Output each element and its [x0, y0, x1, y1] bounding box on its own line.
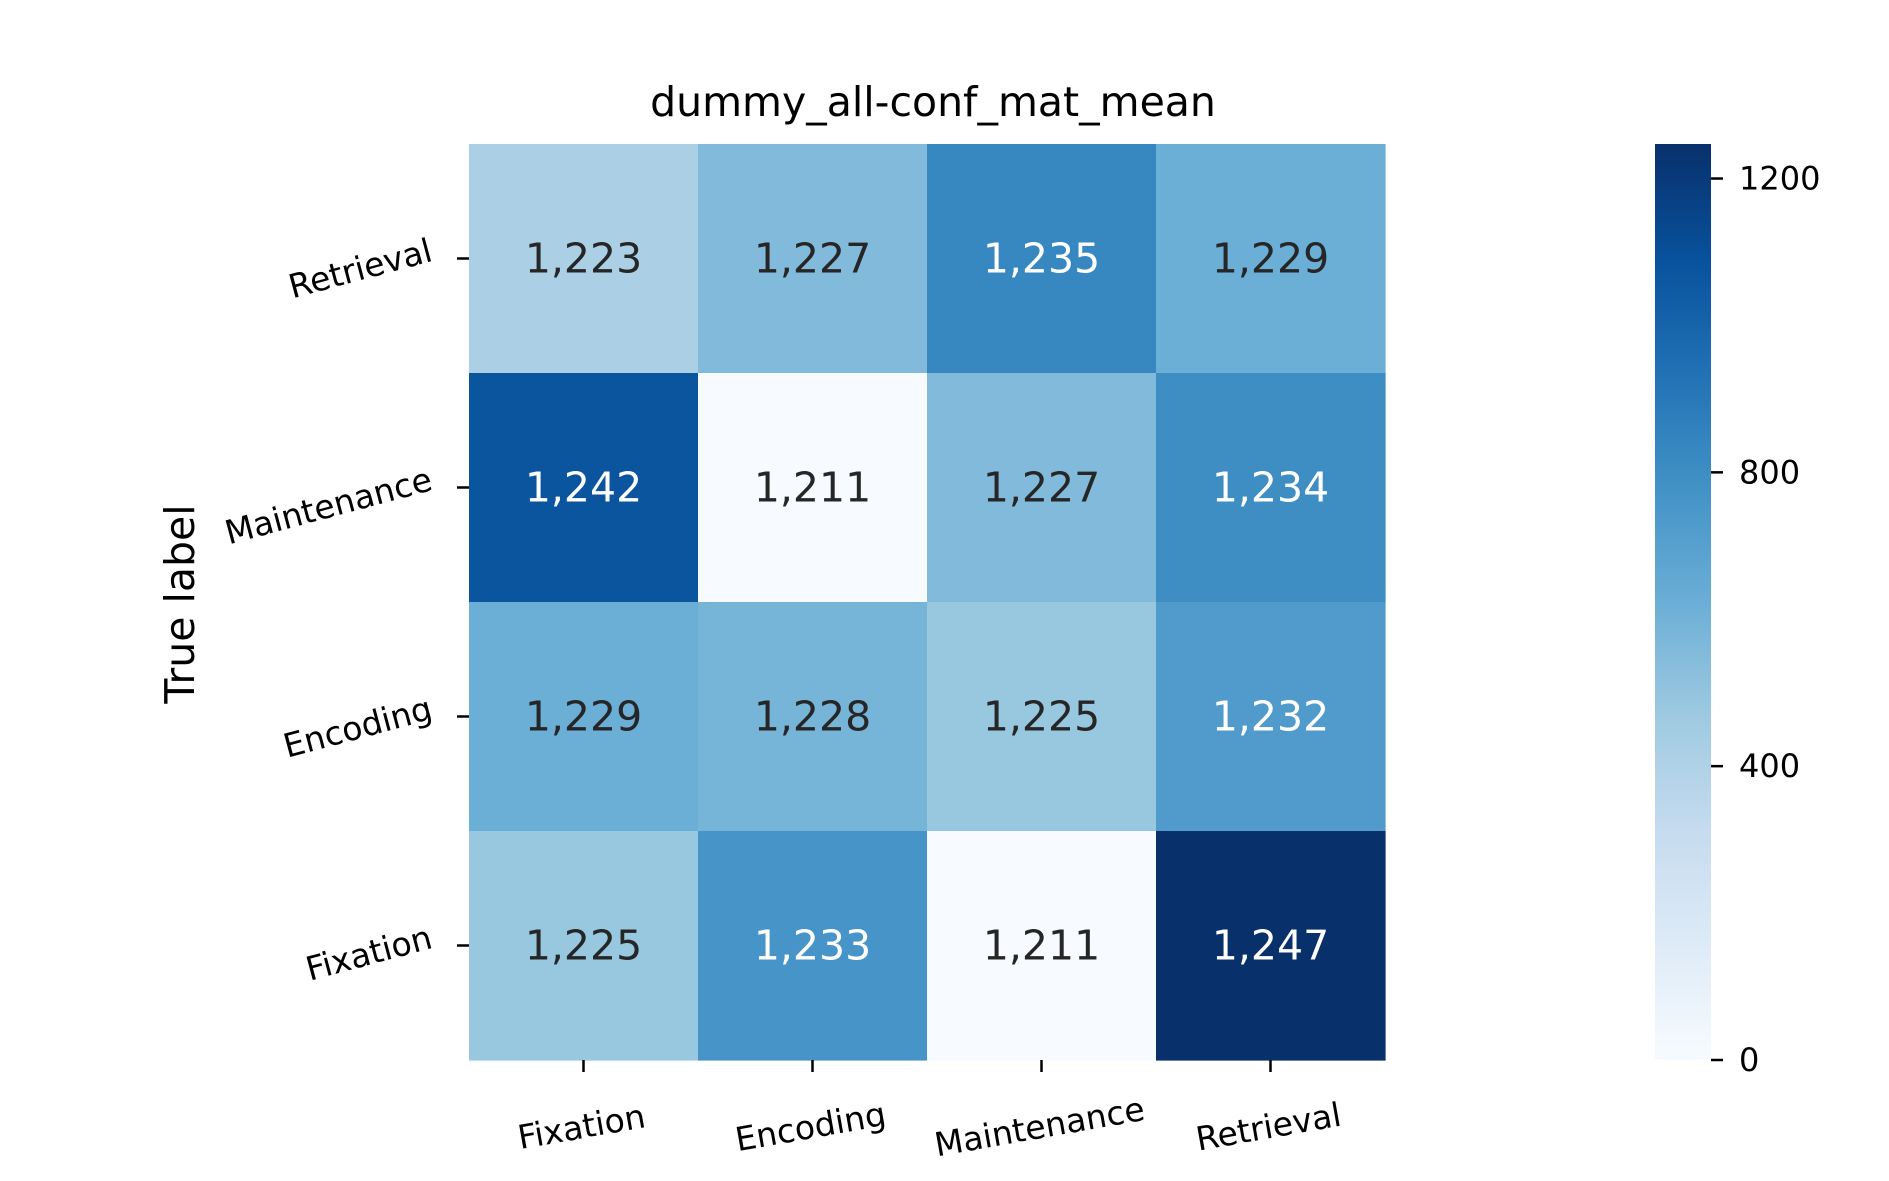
heatmap-cell-label: 1,225: [983, 693, 1100, 741]
heatmap-cell: [469, 373, 699, 603]
heatmap-cell: [469, 144, 699, 374]
y-axis: Retrieval Maintenance Encoding Fixation: [221, 231, 469, 989]
y-axis-tick-label: Fixation: [302, 918, 436, 989]
heatmap-cell: [1156, 373, 1386, 603]
heatmap-cell-labels: 1,223 1,227 1,235 1,229 1,242 1,211 1,227 1,234…: [525, 235, 1329, 970]
heatmap-cell-label: 1,227: [754, 235, 871, 283]
heatmap-cell: [698, 373, 928, 603]
x-axis-tick-label: Retrieval: [1193, 1095, 1344, 1159]
heatmap-cell: [469, 602, 699, 832]
heatmap-cell: [1156, 602, 1386, 832]
heatmap-cell-label: 1,229: [1212, 235, 1329, 283]
x-axis-tick-label: Fixation: [515, 1096, 649, 1157]
heatmap-cell: [927, 831, 1157, 1061]
heatmap-cell-label: 1,223: [525, 235, 642, 283]
colorbar-gradient: [1655, 144, 1711, 1060]
heatmap-cell-label: 1,228: [754, 693, 871, 741]
heatmap-cell-label: 1,233: [754, 922, 871, 970]
heatmap-cell: [698, 831, 928, 1061]
heatmap-cell-label: 1,229: [525, 693, 642, 741]
x-axis-tick-label: Encoding: [732, 1094, 889, 1159]
heatmap-cell-label: 1,211: [983, 922, 1100, 970]
y-axis-tick-label: Encoding: [279, 689, 436, 766]
colorbar-tick-label: 800: [1739, 453, 1800, 491]
heatmap-cell-label: 1,234: [1212, 464, 1329, 512]
heatmap-cell-label: 1,225: [525, 922, 642, 970]
heatmap-cell-label: 1,227: [983, 464, 1100, 512]
y-axis-tick-label: Maintenance: [221, 460, 436, 553]
heatmap-cell: [698, 602, 928, 832]
colorbar: 0 400 800 1200: [1655, 144, 1820, 1079]
colorbar-tick-label: 1200: [1739, 160, 1820, 198]
heatmap-cell: [1156, 831, 1386, 1061]
heatmap-cell-label: 1,211: [754, 464, 871, 512]
chart-title: dummy_all-conf_mat_mean: [650, 78, 1216, 126]
heatmap-cell-label: 1,247: [1212, 922, 1329, 970]
x-axis-tick-label: Maintenance: [931, 1089, 1147, 1164]
heatmap-cell: [927, 602, 1157, 832]
heatmap-cell-label: 1,235: [983, 235, 1100, 283]
heatmap-cell: [698, 144, 928, 374]
y-axis-tick-label: Retrieval: [284, 231, 436, 307]
heatmap-cell: [469, 831, 699, 1061]
heatmap-cell: [1156, 144, 1386, 374]
y-axis-label: True label: [156, 504, 204, 704]
heatmap-cell-label: 1,242: [525, 464, 642, 512]
colorbar-tick-label: 400: [1739, 747, 1800, 785]
heatmap-cell: [927, 144, 1157, 374]
heatmap-cells: [469, 144, 1386, 1061]
heatmap-cell-label: 1,232: [1212, 693, 1329, 741]
colorbar-tick-label: 0: [1739, 1041, 1759, 1079]
x-axis: Fixation Encoding Maintenance Retrieval: [515, 1060, 1344, 1164]
heatmap-cell: [927, 373, 1157, 603]
